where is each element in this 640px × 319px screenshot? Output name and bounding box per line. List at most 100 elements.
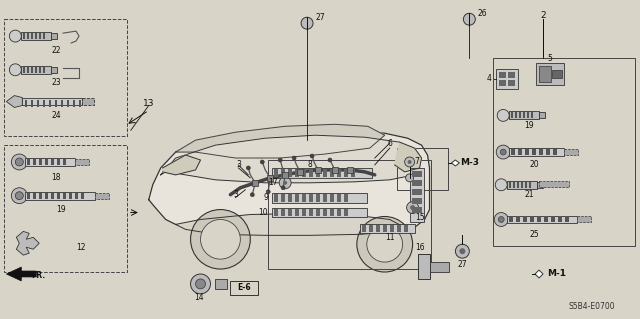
Bar — [523, 112, 525, 118]
Bar — [509, 111, 539, 119]
Bar — [347, 167, 353, 173]
Polygon shape — [148, 128, 429, 234]
Text: 14: 14 — [194, 293, 204, 302]
Bar — [282, 172, 288, 178]
Bar — [302, 209, 306, 217]
Bar — [383, 226, 387, 232]
Text: 20: 20 — [529, 160, 539, 169]
Polygon shape — [161, 135, 420, 183]
Bar — [274, 194, 278, 202]
Bar — [82, 98, 94, 106]
Bar — [509, 182, 511, 188]
Bar — [75, 193, 78, 199]
Bar — [525, 149, 529, 155]
Bar — [216, 279, 227, 289]
Bar — [564, 149, 578, 155]
Circle shape — [367, 226, 403, 262]
Bar — [21, 66, 51, 74]
Circle shape — [406, 202, 419, 213]
Bar — [316, 209, 320, 217]
Bar — [499, 72, 506, 78]
Circle shape — [266, 190, 270, 194]
Bar — [508, 72, 515, 78]
Circle shape — [463, 13, 476, 25]
Polygon shape — [6, 267, 36, 281]
Bar — [552, 70, 562, 78]
Bar — [323, 169, 327, 177]
Polygon shape — [163, 155, 200, 175]
Circle shape — [404, 157, 415, 167]
Bar — [309, 209, 313, 217]
Bar — [37, 100, 39, 108]
Bar — [553, 149, 557, 155]
Circle shape — [191, 274, 211, 294]
Bar — [51, 67, 57, 73]
Circle shape — [196, 279, 205, 289]
Bar — [295, 194, 299, 202]
Bar — [527, 112, 529, 118]
Circle shape — [12, 188, 28, 204]
Text: FR.: FR. — [31, 271, 45, 280]
Bar — [45, 159, 48, 165]
Bar — [525, 182, 527, 188]
Circle shape — [246, 166, 250, 170]
Circle shape — [498, 217, 504, 222]
Bar — [4, 19, 127, 136]
Bar — [33, 193, 36, 199]
Bar — [268, 175, 273, 181]
Polygon shape — [6, 96, 22, 108]
Bar — [26, 158, 75, 166]
Bar — [28, 33, 29, 39]
Bar — [316, 169, 320, 177]
Polygon shape — [395, 142, 422, 172]
Bar — [577, 217, 591, 222]
Bar — [412, 180, 422, 186]
Bar — [35, 67, 37, 73]
Bar — [507, 181, 537, 189]
Bar — [69, 193, 72, 199]
Text: 17: 17 — [269, 178, 278, 187]
Bar — [274, 169, 278, 177]
Bar — [23, 33, 26, 39]
Text: 19: 19 — [524, 121, 534, 130]
Bar — [55, 100, 57, 108]
Bar — [61, 100, 63, 108]
Bar — [323, 194, 327, 202]
Polygon shape — [175, 213, 404, 235]
Circle shape — [456, 244, 469, 258]
Bar — [39, 33, 41, 39]
Bar — [537, 182, 543, 188]
Bar — [412, 207, 422, 212]
Polygon shape — [535, 270, 543, 278]
Bar — [95, 193, 109, 199]
Bar — [337, 209, 341, 217]
Circle shape — [497, 109, 509, 121]
Bar — [344, 194, 348, 202]
Polygon shape — [175, 124, 385, 158]
Bar — [44, 33, 45, 39]
Bar — [529, 182, 531, 188]
Bar — [376, 226, 380, 232]
Bar — [390, 226, 394, 232]
Circle shape — [357, 217, 413, 272]
Text: 4: 4 — [486, 74, 492, 83]
Bar — [57, 159, 60, 165]
Bar — [516, 217, 520, 222]
Circle shape — [200, 219, 241, 259]
Bar — [530, 217, 534, 222]
Bar — [288, 194, 292, 202]
Bar — [362, 226, 366, 232]
Polygon shape — [451, 160, 460, 166]
Bar — [330, 169, 334, 177]
Bar — [558, 217, 562, 222]
Circle shape — [500, 149, 506, 155]
Bar — [272, 193, 367, 203]
Bar — [45, 193, 48, 199]
Bar — [63, 159, 66, 165]
Bar — [288, 169, 292, 177]
Circle shape — [12, 154, 28, 170]
Bar — [369, 226, 372, 232]
Bar — [518, 149, 522, 155]
Bar — [316, 194, 320, 202]
Bar — [539, 149, 543, 155]
